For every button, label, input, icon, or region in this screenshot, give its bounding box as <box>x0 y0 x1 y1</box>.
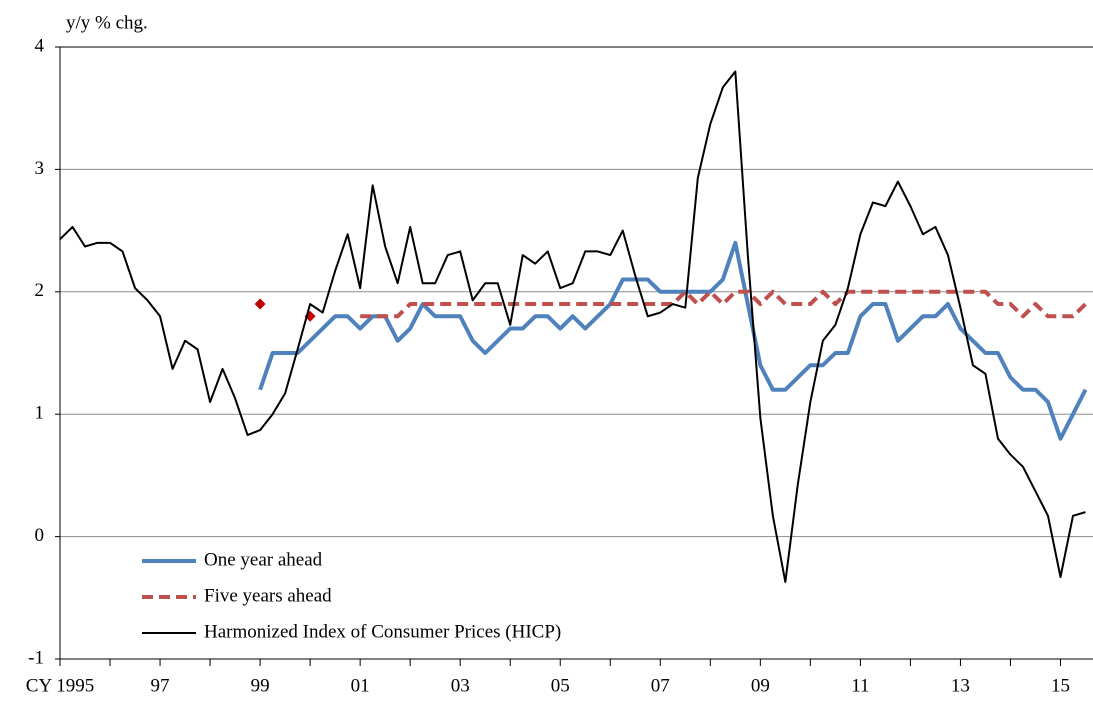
x-tick-label: 97 <box>151 675 170 696</box>
x-tick-label: 99 <box>251 675 270 696</box>
legend-label: One year ahead <box>204 549 323 570</box>
series-marker <box>254 298 266 310</box>
x-tick-label: 05 <box>551 675 570 696</box>
legend-label: Five years ahead <box>204 585 332 606</box>
series-line <box>360 289 1087 319</box>
x-tick-label: 13 <box>951 675 970 696</box>
y-axis-label: y/y % chg. <box>66 12 148 33</box>
y-tick-label: -1 <box>28 647 44 668</box>
x-tick-label: 11 <box>851 675 869 696</box>
y-tick-label: 2 <box>35 280 45 301</box>
x-tick-label: 07 <box>651 675 670 696</box>
y-tick-label: 3 <box>35 158 45 179</box>
legend-label: Harmonized Index of Consumer Prices (HIC… <box>204 621 561 642</box>
y-tick-label: 4 <box>35 35 45 56</box>
x-tick-label: 15 <box>1051 675 1070 696</box>
y-tick-label: 0 <box>35 525 45 546</box>
x-tick-label: 09 <box>751 675 770 696</box>
x-tick-label: 03 <box>451 675 470 696</box>
y-tick-label: 1 <box>35 403 45 424</box>
series-line <box>59 70 1086 583</box>
x-tick-label: CY 1995 <box>26 675 94 696</box>
series-line <box>258 240 1088 441</box>
x-tick-label: 01 <box>351 675 370 696</box>
